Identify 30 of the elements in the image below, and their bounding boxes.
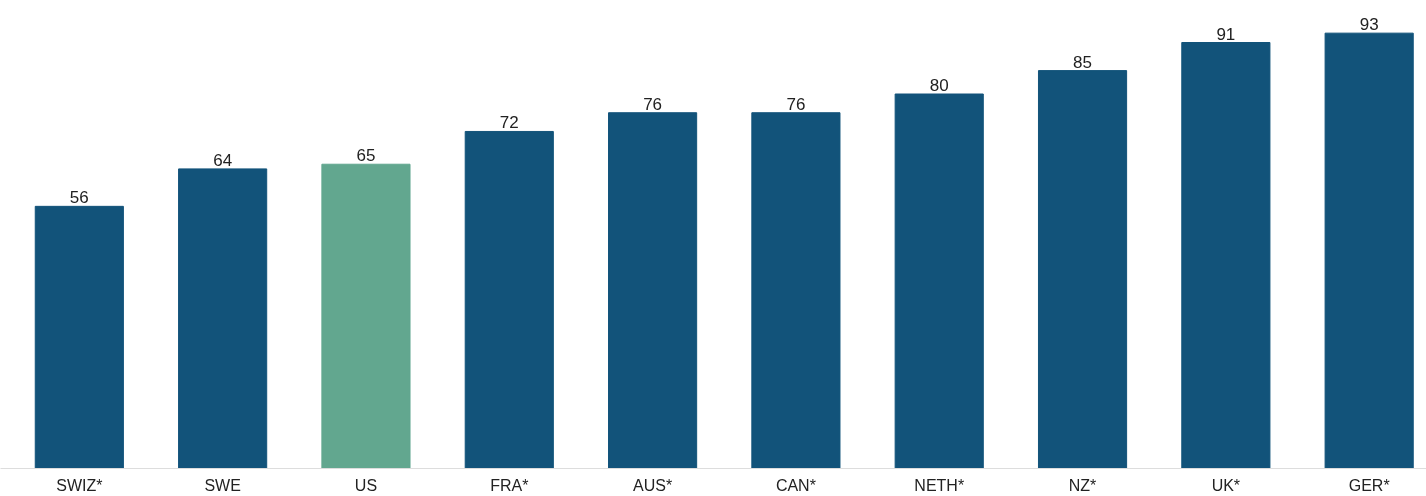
data-label: 85: [1073, 52, 1093, 72]
x-tick-label: US: [354, 476, 378, 494]
data-label: 76: [643, 94, 663, 114]
bar: [1037, 70, 1128, 469]
data-label: 65: [356, 146, 376, 166]
bar: [178, 168, 268, 469]
x-tick-label: SWIZ*: [56, 476, 103, 494]
x-tick-label: GER*: [1348, 476, 1390, 494]
bar: [1181, 42, 1271, 469]
data-label: 64: [213, 150, 233, 170]
bar: [608, 112, 698, 469]
bar: [751, 112, 841, 469]
data-label: 80: [929, 76, 949, 96]
x-tick-label: CAN*: [775, 476, 816, 494]
data-label: 72: [499, 113, 519, 133]
data-label: 56: [69, 188, 89, 208]
bar: [34, 205, 124, 469]
data-label: 76: [786, 94, 806, 114]
x-tick-label: UK*: [1211, 476, 1241, 494]
bar: [464, 130, 554, 469]
x-tick-label: FRA*: [490, 476, 529, 494]
data-label: 91: [1216, 24, 1236, 44]
x-tick-label: NZ*: [1068, 476, 1097, 494]
bar: [321, 163, 411, 469]
x-tick-label: SWE: [204, 476, 241, 494]
bar: [894, 93, 984, 469]
bar: [1324, 32, 1414, 469]
x-tick-label: AUS*: [633, 476, 673, 494]
x-tick-label: NETH*: [914, 476, 965, 494]
data-label: 93: [1359, 15, 1379, 35]
